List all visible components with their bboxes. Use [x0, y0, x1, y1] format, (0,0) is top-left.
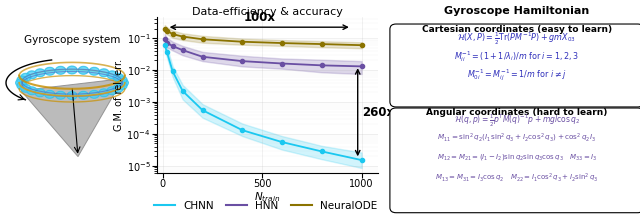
- Polygon shape: [56, 67, 66, 74]
- Polygon shape: [35, 89, 45, 97]
- Polygon shape: [21, 79, 123, 157]
- Polygon shape: [113, 73, 124, 81]
- Text: Gyroscope Hamiltonian: Gyroscope Hamiltonian: [444, 6, 589, 16]
- Text: $M_{11} = \sin^2 q_2(I_1 \sin^2 q_3 + I_2 \cos^2 q_3) + \cos^2 q_2 I_3$: $M_{11} = \sin^2 q_2(I_1 \sin^2 q_3 + I_…: [437, 132, 596, 144]
- Polygon shape: [78, 91, 88, 99]
- Polygon shape: [118, 79, 128, 87]
- Polygon shape: [17, 76, 27, 84]
- Text: Gyroscope system: Gyroscope system: [24, 35, 120, 45]
- Polygon shape: [89, 91, 99, 98]
- Polygon shape: [89, 67, 99, 75]
- Polygon shape: [107, 71, 117, 79]
- FancyBboxPatch shape: [390, 108, 640, 213]
- Title: Data-efficiency & accuracy: Data-efficiency & accuracy: [192, 6, 342, 16]
- FancyBboxPatch shape: [390, 24, 640, 107]
- Text: $M_{0i}^{-1} = M_{ij}^{-1} = 1/m$ for $i \neq j$: $M_{0i}^{-1} = M_{ij}^{-1} = 1/m$ for $i…: [467, 68, 566, 83]
- Polygon shape: [17, 82, 27, 90]
- Polygon shape: [27, 71, 37, 79]
- X-axis label: $N_{train}$: $N_{train}$: [254, 191, 280, 204]
- Text: $M_{13} = M_{31} = I_3 \cos q_2 \quad M_{22} = I_1 \cos^2 q_3 + I_2 \sin^2 q_3$: $M_{13} = M_{31} = I_3 \cos q_2 \quad M_…: [435, 171, 598, 184]
- Polygon shape: [78, 67, 88, 74]
- Text: Cartesian coordinates (easy to learn): Cartesian coordinates (easy to learn): [422, 25, 612, 34]
- Text: $\mathcal{H}(X,P) = \frac{1}{2}\mathrm{Tr}(PM^{-1}P) + gmX_{03}$: $\mathcal{H}(X,P) = \frac{1}{2}\mathrm{T…: [458, 30, 576, 47]
- Y-axis label: G.M. of rel. err.: G.M. of rel. err.: [113, 59, 124, 131]
- Polygon shape: [117, 76, 127, 84]
- Text: 100x: 100x: [243, 11, 275, 24]
- Text: Angular coordinates (hard to learn): Angular coordinates (hard to learn): [426, 108, 607, 117]
- Legend: CHNN, HNN, NeuralODE: CHNN, HNN, NeuralODE: [154, 201, 378, 211]
- Polygon shape: [99, 89, 109, 97]
- Polygon shape: [45, 91, 55, 98]
- Polygon shape: [35, 69, 45, 77]
- Text: $M_{12} = M_{21} = (I_1 - I_2)\sin q_2 \sin q_3 \cos q_3 \quad M_{33} = I_3$: $M_{12} = M_{21} = (I_1 - I_2)\sin q_2 \…: [436, 152, 597, 162]
- Polygon shape: [67, 66, 77, 74]
- Text: $\mathcal{H}(q,p) = \frac{1}{2}p^T M(q)^{-1}p + mgl\cos q_2$: $\mathcal{H}(q,p) = \frac{1}{2}p^T M(q)^…: [454, 113, 580, 129]
- Text: $M_{ii}^{-1} = (1+1/\lambda_i)/m$ for $i = 1,2,3$: $M_{ii}^{-1} = (1+1/\lambda_i)/m$ for $i…: [454, 49, 579, 64]
- Polygon shape: [113, 84, 124, 92]
- Polygon shape: [27, 87, 37, 95]
- Polygon shape: [67, 92, 77, 100]
- Polygon shape: [21, 73, 31, 81]
- Polygon shape: [56, 91, 66, 99]
- Polygon shape: [107, 87, 117, 95]
- Text: 260x: 260x: [362, 106, 394, 119]
- Polygon shape: [117, 82, 127, 90]
- Polygon shape: [21, 84, 31, 92]
- Polygon shape: [99, 69, 109, 77]
- Polygon shape: [45, 67, 55, 75]
- Polygon shape: [16, 79, 26, 87]
